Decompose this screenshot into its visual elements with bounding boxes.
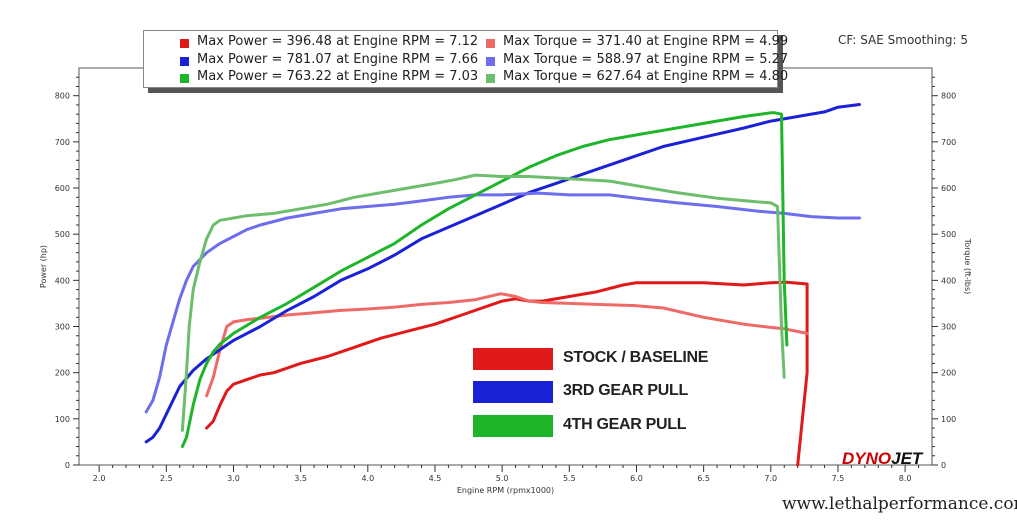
series-stock-torque [205,292,809,398]
annotation-3rd-label: 3RD GEAR PULL [563,382,688,399]
dynojet-logo: DYNOJET [842,449,923,468]
legend-swatch-3rd-torque [486,57,495,66]
website-url: www.lethalperformance.com [782,494,1017,514]
y-right-tick-label: 300 [941,323,956,332]
y-left-tick-label: 600 [55,184,70,193]
legend-stock-power: Max Power = 396.48 at Engine RPM = 7.12 [197,34,479,49]
y-right-tick-label: 0 [941,461,946,470]
legend-swatch-4th-torque [486,74,495,83]
y-left-tick-label: 400 [55,276,70,285]
y-left-tick-label: 100 [55,415,70,424]
annotation-4th-label: 4TH GEAR PULL [563,416,687,433]
x-tick-label: 7.5 [832,474,845,483]
y-left-tick-label: 300 [55,323,70,332]
y-right-tick-label: 700 [941,138,956,147]
x-tick-label: 4.0 [361,474,374,483]
y-right-tick-label: 500 [941,230,956,239]
series-3rd-torque [144,191,861,414]
y-axis-label-left: Power (hp) [39,245,48,288]
cf-smoothing-label: CF: SAE Smoothing: 5 [838,33,969,47]
legend-swatch-4th-power [180,74,189,83]
y-right-tick-label: 200 [941,369,956,378]
x-tick-label: 4.5 [429,474,442,483]
x-tick-label: 3.5 [294,474,307,483]
y-left-tick-label: 700 [55,138,70,147]
x-tick-label: 6.5 [697,474,710,483]
y-right-tick-label: 600 [941,184,956,193]
annotation-bar-stock [473,348,553,370]
x-axis-label: Engine RPM (rpmx1000) [457,486,554,495]
y-left-tick-label: 200 [55,369,70,378]
x-tick-label: 5.5 [563,474,576,483]
legend-swatch-stock-torque [486,39,495,48]
series-3rd-power [144,103,861,444]
legend-swatch-3rd-power [180,57,189,66]
x-tick-label: 3.0 [227,474,240,483]
annotation-bar-4th [473,415,553,437]
series-4th-torque [180,173,786,432]
series-4th-power [180,111,789,448]
y-left-tick-label: 0 [65,461,70,470]
y-left-tick-label: 800 [55,92,70,101]
y-axis-label-right: Torque (ft-lbs) [963,238,972,295]
x-tick-label: 7.0 [764,474,777,483]
series-stock-power [205,280,809,467]
legend-swatch-stock-power [180,39,189,48]
legend-3rd-torque: Max Torque = 588.97 at Engine RPM = 5.27 [503,52,789,67]
chart-legend: Max Power = 396.48 at Engine RPM = 7.12 … [143,30,788,88]
x-tick-label: 6.0 [630,474,643,483]
x-tick-label: 5.0 [496,474,509,483]
x-tick-label: 2.5 [160,474,173,483]
y-left-tick-label: 500 [55,230,70,239]
annotation-bar-3rd [473,381,553,403]
legend-stock-torque: Max Torque = 371.40 at Engine RPM = 4.99 [503,34,789,49]
y-right-tick-label: 400 [941,276,956,285]
annotation-stock-label: STOCK / BASELINE [563,349,709,366]
legend-3rd-power: Max Power = 781.07 at Engine RPM = 7.66 [197,52,479,67]
y-right-tick-label: 800 [941,92,956,101]
legend-4th-power: Max Power = 763.22 at Engine RPM = 7.03 [197,69,479,84]
x-tick-label: 8.0 [899,474,912,483]
y-right-tick-label: 100 [941,415,956,424]
x-tick-label: 2.0 [93,474,106,483]
legend-4th-torque: Max Torque = 627.64 at Engine RPM = 4.80 [503,69,789,84]
